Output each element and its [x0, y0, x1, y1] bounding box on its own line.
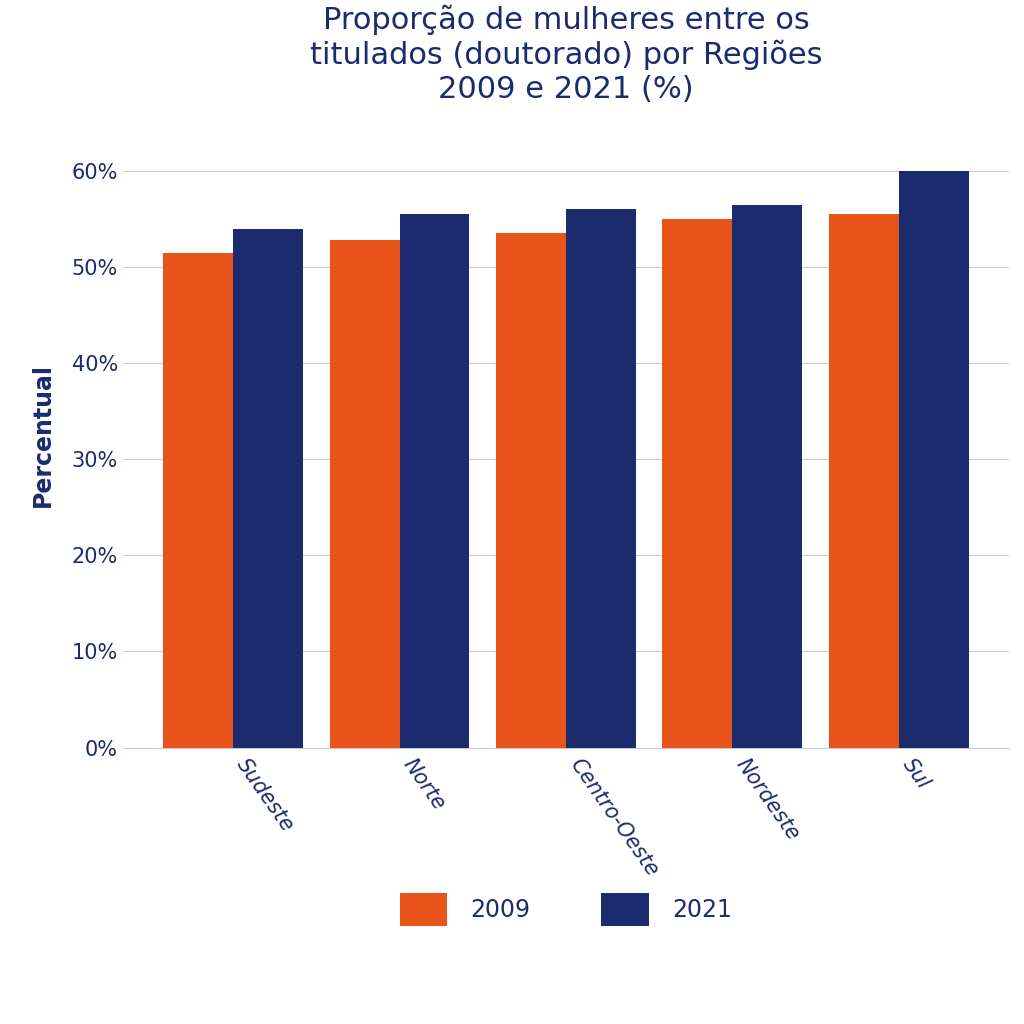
Bar [828, 214, 899, 748]
Legend: 2009, 2021: 2009, 2021 [390, 884, 741, 936]
Title: Proporção de mulheres entre os
titulados (doutorado) por Regiões
2009 e 2021 (%): Proporção de mulheres entre os titulados… [309, 5, 822, 103]
Bar [233, 228, 303, 748]
Bar [330, 240, 399, 748]
Bar [399, 214, 469, 748]
Bar [663, 219, 732, 748]
Y-axis label: Percentual: Percentual [31, 364, 55, 507]
Bar [566, 209, 636, 748]
Bar [732, 205, 802, 748]
Bar [163, 253, 233, 748]
Bar [496, 233, 566, 748]
Bar [899, 171, 969, 748]
